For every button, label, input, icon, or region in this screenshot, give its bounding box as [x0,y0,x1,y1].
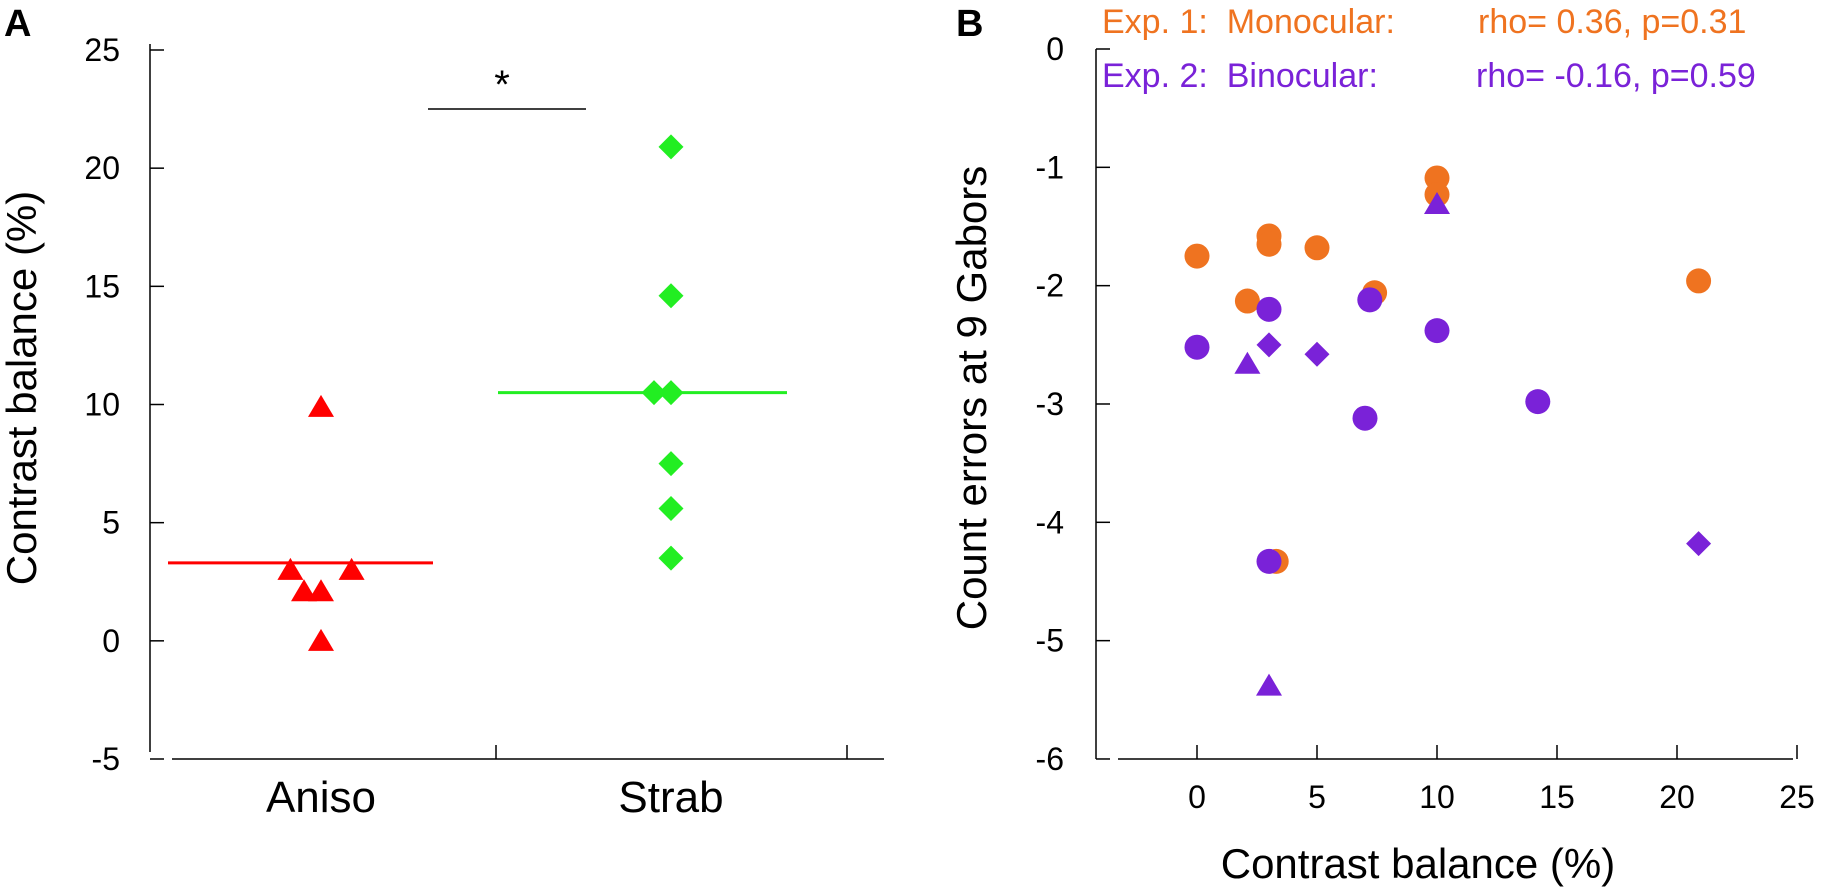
exp2-data-point [1256,296,1282,322]
exp2-data-point [1424,192,1450,215]
exp2-data-point [1256,332,1282,358]
data-point-strab [658,545,684,571]
panel-a-y-tick-label: 15 [84,268,120,304]
data-point-strab [658,495,684,521]
panel-b-x-tick-label: 20 [1659,779,1695,815]
panel-a-letter: A [4,3,31,45]
panel-b-y-tick-label: -3 [1036,386,1064,422]
legend-item-exp1: Exp. 1: Monocular: rho= 0.36, p=0.31 [1102,3,1746,41]
exp1-data-point [1184,243,1210,269]
panel-b-y-tick-label: -4 [1036,504,1064,540]
panel-a-y-tick-label: 10 [84,387,120,423]
panel-a-y-axis-title: Contrast balance (%) [0,191,45,586]
exp2-data-point [1357,287,1383,313]
panel-b-y-tick-label: 0 [1046,31,1064,67]
panel-b-y-tick-label: -5 [1036,623,1064,659]
panel-b-y-ticks: 0 -1 -2 -3 -4 -5 -6 [1036,31,1110,777]
category-label-strab: Strab [618,773,723,822]
panel-b-y-axis-title: Count errors at 9 Gabors [948,166,995,631]
data-point-aniso [308,394,334,417]
panel-a-x-ticks [495,745,848,759]
data-point-aniso [308,579,334,602]
panel-a-category-labels: Aniso Strab [266,773,724,822]
exp2-data-point [1184,334,1210,360]
data-point-aniso [338,557,365,580]
significance-asterisk: * [494,63,510,107]
panel-b-y-tick-label: -2 [1036,268,1064,304]
exp1-data-point [1256,231,1282,257]
panel-b-x-axis-title: Contrast balance (%) [1221,840,1616,887]
data-point-aniso [291,579,317,602]
exp2-data-point [1256,548,1282,574]
exp1-data-point [1234,288,1260,314]
exp2-data-point [1304,341,1330,367]
panel-a-y-ticks: -5 0 5 10 15 20 25 [84,32,164,777]
panel-a-y-tick-label: 20 [84,150,120,186]
legend-item-exp2: Exp. 2: Binocular: rho= -0.16, p=0.59 [1102,57,1756,95]
data-point-aniso [308,628,334,651]
panel-b-x-tick-label: 0 [1188,779,1206,815]
exp2-data-point [1234,351,1261,374]
panel-a-marks [168,134,787,651]
panel-b-x-ticks: 0 5 10 15 20 25 [1188,745,1815,815]
exp1-data-point [1304,235,1330,261]
panel-a-y-tick-label: 0 [102,623,120,659]
legend-exp2-stats: rho= -0.16, p=0.59 [1476,57,1756,95]
data-point-strab [658,134,684,160]
panel-a-y-tick-label: 25 [84,32,120,68]
legend-exp2-label: Exp. 2: Binocular: [1102,57,1378,95]
panel-a-y-tick-label: 5 [102,505,120,541]
exp2-data-point [1686,531,1712,557]
exp1-data-point [1686,268,1712,294]
exp2-data-point [1424,318,1450,344]
exp2-data-point [1525,389,1551,415]
exp2-data-point [1256,673,1282,696]
panel-b-x-tick-label: 15 [1539,779,1575,815]
panel-a: A -5 0 5 10 15 20 25 Contrast balance (%) Anis… [0,3,884,822]
panel-b-marks [1184,165,1712,696]
panel-b-y-tick-label: -1 [1036,149,1064,185]
legend-exp1-label: Exp. 1: Monocular: [1102,3,1395,41]
legend: Exp. 1: Monocular: rho= 0.36, p=0.31 Exp… [1102,3,1756,95]
data-point-strab [658,380,684,406]
data-point-strab [641,380,667,406]
panel-b-letter: B [956,3,983,45]
data-point-strab [658,451,684,477]
panel-b-x-tick-label: 5 [1308,779,1326,815]
panel-b-x-tick-label: 10 [1419,779,1455,815]
panel-b-y-tick-label: -6 [1036,741,1064,777]
data-point-aniso [277,557,304,580]
category-label-aniso: Aniso [266,773,376,822]
data-point-strab [658,283,684,309]
exp2-data-point [1352,405,1378,431]
legend-exp1-stats: rho= 0.36, p=0.31 [1478,3,1746,41]
panel-a-y-tick-label: -5 [92,741,120,777]
panel-b-x-tick-label: 25 [1779,779,1815,815]
panel-b: B 0 -1 -2 -3 -4 -5 -6 0 5 10 15 20 25 Count errors … [948,3,1815,887]
